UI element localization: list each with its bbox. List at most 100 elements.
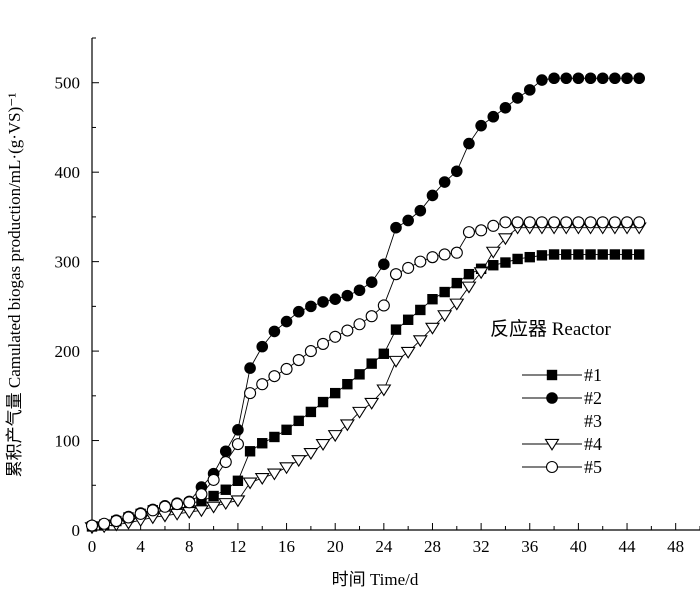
data-point [269, 326, 281, 338]
data-point [415, 205, 427, 217]
data-point [281, 363, 292, 374]
data-point [317, 440, 330, 450]
data-point [451, 247, 462, 258]
legend-item: #3 [584, 411, 602, 431]
data-point [281, 425, 291, 435]
y-tick-label: 400 [55, 163, 81, 182]
legend-label: #4 [584, 434, 602, 454]
data-point [305, 301, 317, 313]
y-tick-label: 300 [55, 253, 81, 272]
data-point [159, 501, 170, 512]
x-tick-label: 12 [229, 537, 246, 556]
data-point [365, 398, 378, 408]
data-point [464, 269, 474, 279]
data-point [354, 319, 365, 330]
data-point [329, 293, 341, 305]
data-point [318, 397, 328, 407]
series-layer [86, 72, 646, 533]
data-point [330, 388, 340, 398]
data-point [415, 305, 425, 315]
data-point [257, 379, 268, 390]
data-point [366, 358, 376, 368]
data-point [135, 508, 146, 519]
data-point [111, 516, 122, 527]
data-point [245, 446, 255, 456]
data-point [463, 138, 475, 150]
data-point [488, 220, 499, 231]
data-point [391, 269, 402, 280]
data-point [245, 388, 256, 399]
data-point [451, 165, 463, 177]
legend-item: #5 [522, 457, 602, 477]
data-point [378, 300, 389, 311]
legend-marker [547, 462, 558, 473]
data-point [598, 249, 608, 259]
data-point [244, 478, 257, 488]
x-tick-label: 0 [88, 537, 97, 556]
data-point [622, 249, 632, 259]
data-point [439, 176, 451, 188]
x-tick-label: 40 [570, 537, 587, 556]
data-point [610, 249, 620, 259]
x-tick-label: 24 [375, 537, 393, 556]
legend-marker [547, 370, 557, 380]
data-point [549, 217, 560, 228]
series-1 [87, 249, 645, 531]
data-point [221, 485, 231, 495]
data-point [462, 282, 475, 292]
data-point [427, 294, 437, 304]
data-point [439, 287, 449, 297]
data-point [573, 72, 585, 84]
y-tick-label: 0 [72, 521, 81, 540]
data-point [318, 338, 329, 349]
x-tick-label: 44 [619, 537, 637, 556]
data-point [293, 306, 305, 318]
data-point [342, 325, 353, 336]
x-tick-label: 28 [424, 537, 441, 556]
data-point [500, 102, 512, 114]
data-point [524, 84, 536, 96]
data-point [244, 362, 256, 374]
y-tick-label: 500 [55, 74, 81, 93]
data-point [391, 324, 401, 334]
legend: 反应器 Reactor#1#2#3#4#5 [490, 318, 612, 477]
data-point [366, 276, 378, 288]
series-4 [86, 223, 646, 533]
data-point [280, 463, 293, 473]
data-point [330, 331, 341, 342]
data-point [147, 505, 158, 516]
data-point [366, 311, 377, 322]
data-point [220, 457, 231, 468]
data-point [123, 512, 134, 523]
data-point [488, 260, 498, 270]
series-2 [86, 72, 645, 531]
data-point [597, 72, 609, 84]
data-point [548, 72, 560, 84]
data-point [196, 489, 207, 500]
data-point [377, 385, 390, 395]
data-point [633, 72, 645, 84]
data-point [172, 499, 183, 510]
data-point [561, 249, 571, 259]
data-point [269, 371, 280, 382]
data-point [293, 355, 304, 366]
legend-label: #5 [584, 457, 602, 477]
data-point [487, 247, 500, 257]
data-point [585, 217, 596, 228]
data-point [525, 252, 535, 262]
data-point [268, 469, 281, 479]
data-point [257, 438, 267, 448]
legend-label: #3 [584, 411, 602, 431]
x-tick-label: 8 [185, 537, 194, 556]
data-point [573, 249, 583, 259]
x-tick-label: 4 [136, 537, 145, 556]
data-point [305, 346, 316, 357]
x-axis-label: 时间 Time/d [332, 570, 419, 589]
data-point [402, 215, 414, 227]
data-point [475, 120, 487, 132]
data-point [537, 250, 547, 260]
data-point [208, 491, 218, 501]
data-point [452, 278, 462, 288]
data-point [427, 252, 438, 263]
